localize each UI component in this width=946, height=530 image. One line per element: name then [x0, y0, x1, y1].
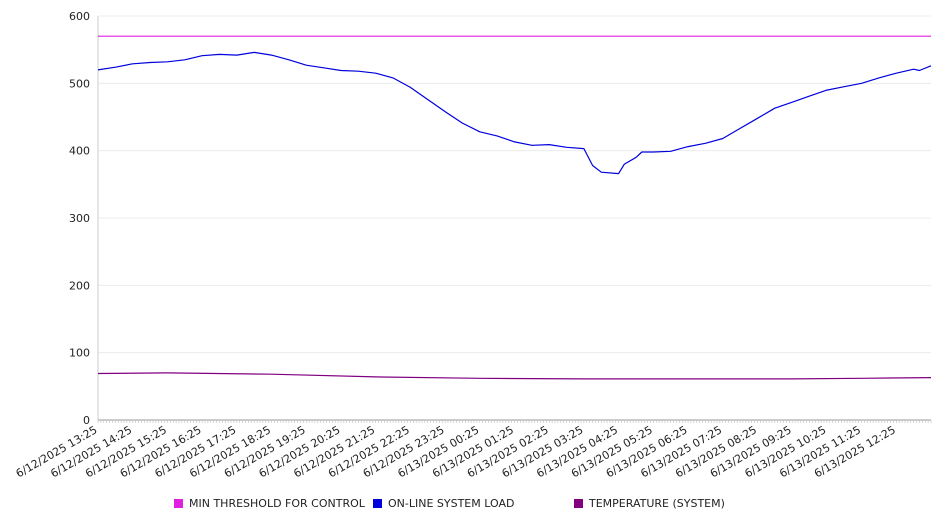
y-tick-label: 300 [69, 212, 90, 225]
x-tick-labels: 6/12/2025 13:256/12/2025 14:256/12/2025 … [14, 423, 898, 480]
legend-label-online-system-load: ON-LINE SYSTEM LOAD [388, 497, 515, 510]
legend-item-online-system-load: ON-LINE SYSTEM LOAD [373, 497, 514, 510]
legend-label-temperature: TEMPERATURE (SYSTEM) [589, 497, 725, 510]
y-tick-label: 600 [69, 10, 90, 23]
axes [97, 16, 932, 423]
y-tick-label: 100 [69, 347, 90, 360]
legend-swatch-min-threshold [174, 499, 183, 508]
legend-item-min-threshold: MIN THRESHOLD FOR CONTROL [174, 497, 365, 510]
y-tick-label: 500 [69, 77, 90, 90]
series-line-on-line-system-load [97, 51, 932, 175]
legend: MIN THRESHOLD FOR CONTROL ON-LINE SYSTEM… [0, 497, 946, 515]
legend-swatch-online-system-load [373, 499, 382, 508]
gridlines [98, 15, 931, 354]
y-tick-label: 0 [83, 414, 90, 427]
legend-label-min-threshold: MIN THRESHOLD FOR CONTROL [189, 497, 365, 510]
legend-swatch-temperature [574, 499, 583, 508]
y-tick-labels: 0 100 200 300 400 500 600 [69, 10, 90, 427]
series-line-temperature-system [97, 372, 932, 380]
legend-item-temperature: TEMPERATURE (SYSTEM) [574, 497, 725, 510]
y-tick-label: 400 [69, 145, 90, 158]
series-lines [97, 35, 932, 380]
y-tick-label: 200 [69, 279, 90, 292]
